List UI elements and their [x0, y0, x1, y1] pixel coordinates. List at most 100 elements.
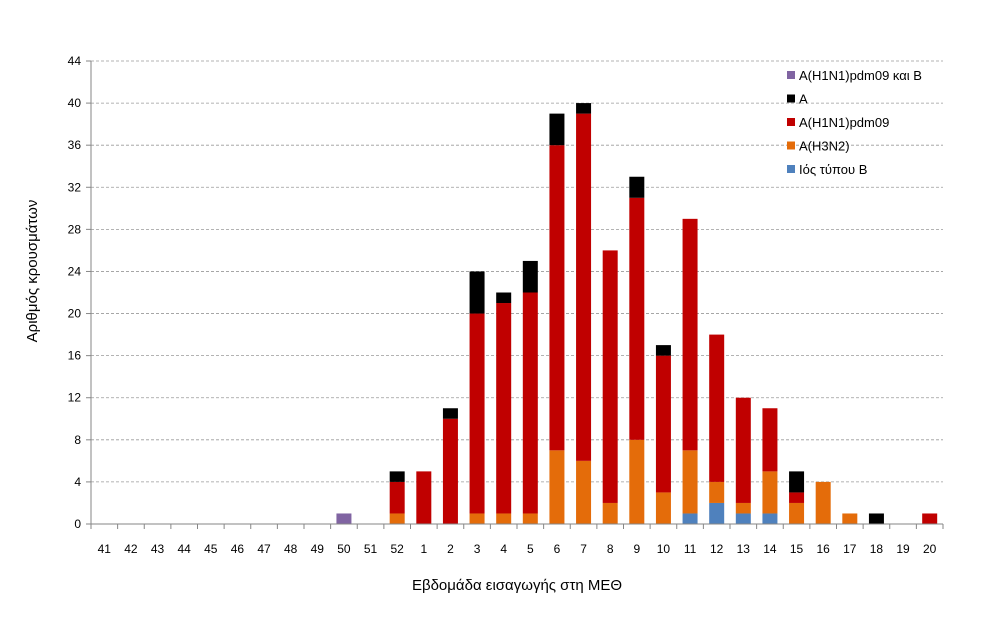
bar-segment — [389, 481, 405, 514]
legend-label: Α(Η1Ν1)pdm09 — [799, 115, 889, 130]
bar-segment — [682, 450, 698, 514]
x-tick-label: 52 — [391, 542, 405, 556]
x-tick-label: 44 — [178, 542, 192, 556]
bar-segment — [709, 334, 725, 482]
bar-segment — [389, 471, 405, 482]
x-tick-label: 13 — [737, 542, 751, 556]
bar-segment — [336, 513, 352, 524]
bar-segment — [442, 418, 458, 524]
legend-swatch — [787, 71, 795, 79]
bar-segment — [522, 260, 538, 293]
x-tick-label: 1 — [420, 542, 427, 556]
bar-segment — [469, 313, 485, 514]
bars — [336, 103, 938, 524]
bar-segment — [602, 250, 618, 503]
bar-segment — [602, 502, 618, 524]
y-tick-label: 16 — [68, 349, 82, 363]
bar-segment — [735, 502, 751, 514]
bar-segment — [682, 218, 698, 451]
bar-segment — [549, 145, 565, 451]
y-tick-label: 44 — [68, 54, 82, 68]
y-tick-label: 36 — [68, 138, 82, 152]
bar-segment — [762, 471, 778, 514]
legend-swatch — [787, 165, 795, 173]
bar-segment — [549, 450, 565, 524]
x-tick-label: 14 — [763, 542, 777, 556]
legend-label: Α — [799, 92, 808, 107]
x-tick-label: 3 — [474, 542, 481, 556]
x-tick-label: 7 — [580, 542, 587, 556]
bar-segment — [442, 408, 458, 419]
x-tick-label: 8 — [607, 542, 614, 556]
bar-segment — [576, 460, 592, 524]
bar-segment — [815, 481, 831, 524]
bar-segment — [789, 502, 805, 524]
bar-segment — [576, 113, 592, 461]
x-tick-label: 46 — [231, 542, 245, 556]
x-tick-label: 4 — [500, 542, 507, 556]
bar-segment — [576, 103, 592, 114]
bar-segment — [629, 197, 645, 440]
bar-segment — [522, 513, 538, 524]
bar-segment — [735, 513, 751, 524]
x-tick-labels: 41 42 43 44 45 46 47 48 49 50 51 52 1 2 3 4 5 6 7 8 9 10 11 12 1… — [98, 542, 937, 556]
x-tick-label: 2 — [447, 542, 454, 556]
x-tick-label: 12 — [710, 542, 724, 556]
x-tick-label: 20 — [923, 542, 937, 556]
x-tick-label: 16 — [817, 542, 831, 556]
axes — [86, 60, 944, 529]
bar-segment — [735, 397, 751, 503]
legend-swatch — [787, 141, 795, 150]
x-tick-label: 49 — [311, 542, 325, 556]
bar-segment — [549, 113, 565, 146]
x-tick-label: 18 — [870, 542, 884, 556]
y-tick-label: 28 — [68, 222, 82, 236]
bar-segment — [789, 492, 805, 503]
bar-segment — [655, 492, 671, 524]
y-axis-title: Αριθμός κρουσμάτων — [24, 200, 41, 343]
x-tick-label: 42 — [124, 542, 138, 556]
bar-segment — [469, 513, 485, 524]
bar-segment — [522, 292, 538, 514]
bar-segment — [655, 345, 671, 356]
x-tick-label: 5 — [527, 542, 534, 556]
legend-label: Α(Η1Ν1)pdm09 και Β — [799, 68, 922, 83]
y-tick-labels: 0 4 8 12 16 20 24 28 32 36 40 44 — [68, 54, 82, 531]
bar-segment — [496, 303, 512, 514]
x-tick-label: 9 — [633, 542, 640, 556]
x-tick-label: 17 — [843, 542, 857, 556]
bar-segment — [762, 513, 778, 524]
legend-swatch — [787, 94, 795, 103]
bar-segment — [789, 471, 805, 493]
bar-segment — [709, 481, 725, 503]
y-tick-label: 40 — [68, 96, 82, 110]
y-tick-label: 12 — [68, 391, 82, 405]
legend: Α(Η1Ν1)pdm09 και Β Α Α(Η1Ν1)pdm09 Α(Η3Ν2) Ιό… — [787, 68, 922, 177]
bar-segment — [682, 513, 698, 524]
bar-segment — [416, 471, 432, 524]
x-tick-label: 6 — [554, 542, 561, 556]
y-tick-label: 20 — [68, 307, 82, 321]
bar-segment — [868, 513, 884, 524]
x-axis-title: Εβδομάδα εισαγωγής στη ΜΕΘ — [412, 577, 622, 594]
bar-segment — [709, 502, 725, 524]
y-tick-label: 8 — [74, 433, 81, 447]
bar-segment — [389, 513, 405, 524]
x-tick-label: 10 — [657, 542, 671, 556]
legend-label: Α(Η3Ν2) — [799, 139, 850, 154]
bar-segment — [629, 439, 645, 524]
x-tick-label: 45 — [204, 542, 218, 556]
legend-label: Ιός τύπου Β — [799, 162, 867, 177]
x-tick-label: 11 — [684, 542, 697, 556]
bar-segment — [496, 292, 512, 304]
y-tick-label: 4 — [74, 475, 81, 489]
bar-segment — [469, 271, 485, 314]
x-tick-label: 51 — [364, 542, 378, 556]
x-tick-label: 19 — [896, 542, 910, 556]
bar-segment — [842, 513, 858, 524]
bar-segment — [655, 355, 671, 493]
x-tick-label: 41 — [98, 542, 112, 556]
y-tick-label: 24 — [68, 264, 82, 278]
x-tick-label: 47 — [257, 542, 271, 556]
